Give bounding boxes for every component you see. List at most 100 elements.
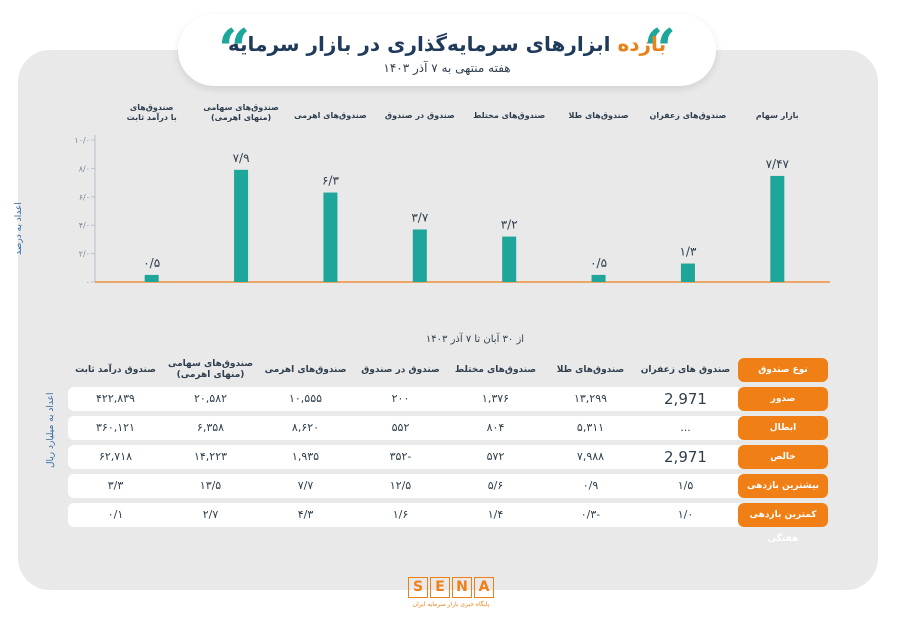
table-unit-label: اعداد به میلیارد ریال xyxy=(46,392,56,468)
table-cell: ۶۲,۷۱۸ xyxy=(98,450,133,463)
y-axis-label: اعداد به درصد xyxy=(14,202,24,255)
bar-value-label: ۶/۳ xyxy=(322,174,339,188)
row-label: ابطال xyxy=(738,416,828,440)
bar-value-label: ۷/۹ xyxy=(233,151,250,165)
x-category-label: صندوق‌های اهرمی xyxy=(294,111,367,120)
table-cell: ۵۷۲ xyxy=(486,450,505,463)
quote-mark-left-icon: “ xyxy=(218,17,251,83)
table-row: خالص 2,971 ۷,۹۸۸ ۵۷۲ -۳۵۲ ۱,۹۳۵ ۱۴,۲۲۳ ۶۲,۷۱۸ xyxy=(68,445,828,469)
bar-value-label: ۳/۲ xyxy=(501,218,518,232)
table-cell: ۱/۶ xyxy=(392,508,409,521)
table-cell: ۱۳/۵ xyxy=(199,479,222,492)
column-header: صندوق در صندوق xyxy=(361,364,440,375)
table-cell: ۱/۴ xyxy=(487,508,504,521)
title-rest: ابزارهای سرمایه‌گذاری در بازار سرمایه xyxy=(227,32,611,56)
flows-table: نوع صندوق صندوق‌ های زعفران صندوق‌های طلا ص… xyxy=(68,358,828,544)
column-header: صندوق‌ های زعفران xyxy=(640,364,731,375)
bar xyxy=(323,192,338,282)
page-title: بازده ابزارهای سرمایه‌گذاری در بازار سرم… xyxy=(178,32,716,56)
table-cell: ۱/۰ xyxy=(677,508,694,521)
y-tick-label: ۸/۰ xyxy=(79,164,90,173)
table-cell: -۳۵۲ xyxy=(389,450,412,463)
column-header: صندوق‌های مختلط xyxy=(454,364,537,375)
bar xyxy=(144,274,159,282)
x-category-label: صندوق در صندوق xyxy=(385,111,455,120)
table-row: کمترین بازدهی هفتگی ۱/۰ -۰/۳ ۱/۴ ۱/۶ ۴/۳ ۲/۷ ۰/… xyxy=(68,503,828,544)
table-cell: ۱۲/۵ xyxy=(389,479,412,492)
table-cell: ۴/۳ xyxy=(297,508,314,521)
column-header: صندوق‌های طلا xyxy=(556,364,625,375)
table-cell: ۱۰,۵۵۵ xyxy=(288,392,323,405)
table-cell: ۸,۶۲۰ xyxy=(291,421,320,434)
y-tick-label: ۶/۰ xyxy=(79,193,90,202)
logo-letter: S xyxy=(408,577,428,598)
y-tick-label: ۱۰/۰ xyxy=(74,136,90,145)
bar xyxy=(591,274,606,282)
table-cell: ۸۰۴ xyxy=(486,421,505,434)
row-label: خالص xyxy=(738,445,828,469)
table-cell: 2,971 xyxy=(664,390,707,408)
table-row: بیشترین بازدهی هفتگی ۱/۵ ۰/۹ ۵/۶ ۱۲/۵ ۷/۷ ۱۳/۵… xyxy=(68,474,828,515)
table-cell: ۴۲۲,۸۳۹ xyxy=(96,392,135,405)
table-row: صدور 2,971 ۱۳,۲۹۹ ۱,۳۷۶ ۲۰۰ ۱۰,۵۵۵ ۲۰,۵۸۲ ۴۲۲,۸… xyxy=(68,387,828,411)
bar xyxy=(234,169,249,282)
table-cell: ۱,۳۷۶ xyxy=(481,392,510,405)
bar-chart: ۰ ۲/۰ ۴/۰ ۶/۰ ۸/۰ ۱۰/۰ ۰/۵ صندوق‌های با درآمد ثا… xyxy=(74,103,830,287)
table-cell: ۱۳,۲۹۹ xyxy=(573,392,608,405)
table-cell: ۵/۶ xyxy=(487,479,504,492)
y-tick-label: ۴/۰ xyxy=(79,221,90,230)
page-subtitle: هفته منتهی به ۷ آذر ۱۴۰۳ xyxy=(383,61,511,75)
bar xyxy=(412,229,427,282)
logo-letter: A xyxy=(474,577,494,598)
row-label: بیشترین بازدهی هفتگی xyxy=(738,474,828,515)
x-category-label: صندوق‌های سهامی (منهای اهرمی) xyxy=(203,103,279,122)
table-cell: ۵۵۲ xyxy=(391,421,410,434)
y-tick-label: ۲/۰ xyxy=(79,250,90,259)
table-cell: ۷/۷ xyxy=(297,479,314,492)
bar-value-label: ۱/۳ xyxy=(679,245,696,259)
column-header: صندوق درآمد ثابت xyxy=(75,364,156,375)
table-cell: ۰/۱ xyxy=(107,508,124,521)
table-cell: ۰/۹ xyxy=(582,479,599,492)
y-tick-label: ۰ xyxy=(86,278,90,287)
quote-mark-right-icon: “ xyxy=(643,17,676,83)
table-period: از ۳۰ آبان تا ۷ آذر ۱۴۰۳ xyxy=(425,334,525,345)
bar-value-label: ۷/۴۷ xyxy=(766,157,790,171)
table-cell: ۳/۳ xyxy=(107,479,124,492)
table-cell: ۶,۳۵۸ xyxy=(196,421,225,434)
x-category-label: صندوق‌های طلا xyxy=(569,111,629,120)
table-cell: -۰/۳ xyxy=(580,508,601,521)
title-card: “ “ بازده ابزارهای سرمایه‌گذاری در بازار… xyxy=(178,14,716,86)
content-panel xyxy=(18,50,878,590)
table-cell: ... xyxy=(680,421,691,434)
x-category-label: صندوق‌های مختلط xyxy=(473,111,545,120)
bar-value-label: ۰/۵ xyxy=(590,256,607,270)
x-category-label: بازار سهام xyxy=(756,111,799,120)
logo-letter: N xyxy=(452,577,472,598)
row-label: صدور xyxy=(738,387,828,411)
row-label: کمترین بازدهی هفتگی xyxy=(738,503,828,544)
bar xyxy=(770,175,785,282)
table-cell: ۱۴,۲۲۳ xyxy=(193,450,228,463)
table-cell: ۵,۳۱۱ xyxy=(576,421,605,434)
logo-letter: E xyxy=(430,577,450,598)
x-category-label: صندوق‌های با درآمد ثابت xyxy=(127,103,177,122)
table-cell: ۱/۵ xyxy=(677,479,694,492)
column-header: صندوق‌های سهامی (منهای اهرمی) xyxy=(167,359,254,380)
bar xyxy=(680,263,695,282)
table-cell: ۷,۹۸۸ xyxy=(576,450,605,463)
column-header: صندوق‌های اهرمی xyxy=(264,364,347,375)
table-cell: ۲۰۰ xyxy=(391,392,410,405)
logo-tagline: پایگاه خبری بازار سرمایه ایران xyxy=(412,601,490,608)
table-cell: ۱,۹۳۵ xyxy=(291,450,320,463)
bar xyxy=(502,236,517,282)
table-cell: ۳۶۰,۱۲۱ xyxy=(96,421,135,434)
table-cell: ۲/۷ xyxy=(202,508,219,521)
table-header-row: نوع صندوق صندوق‌ های زعفران صندوق‌های طلا ص… xyxy=(68,358,828,382)
bar-value-label: ۰/۵ xyxy=(143,256,160,270)
x-category-label: صندوق‌های زعفران xyxy=(650,111,727,120)
title-accent: بازده xyxy=(617,32,667,56)
header-label: نوع صندوق xyxy=(738,358,828,382)
bar-value-label: ۳/۷ xyxy=(411,210,428,224)
